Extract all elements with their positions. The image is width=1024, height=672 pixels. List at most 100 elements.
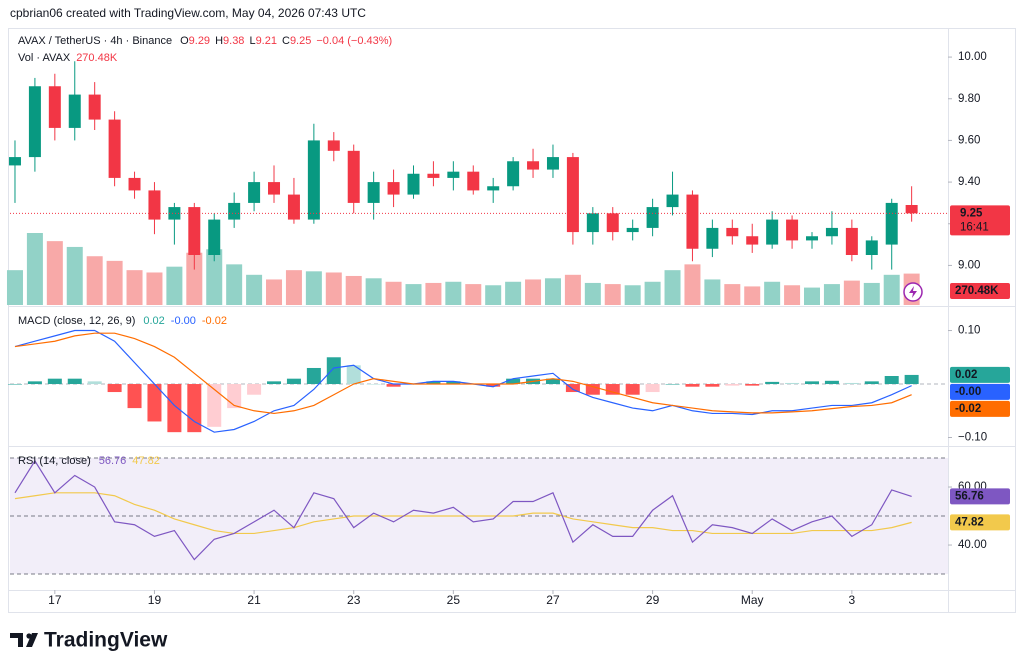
candle-body xyxy=(327,140,340,151)
volume-bar xyxy=(505,281,522,305)
y-tick-label: 9.00 xyxy=(958,259,980,271)
x-tick-label: 19 xyxy=(148,593,162,607)
pane-legend: MACD (close, 12, 26, 9) 0.02 -0.00 -0.02 xyxy=(18,315,227,327)
volume-bar xyxy=(305,271,322,305)
histogram-bar xyxy=(725,384,740,386)
rsi-ma-value: 47.82 xyxy=(132,455,160,467)
ohlc-prefix: C xyxy=(282,35,290,47)
volume-bar xyxy=(226,264,243,305)
candle-body xyxy=(746,236,759,245)
logo-dot xyxy=(26,633,32,639)
volume-bar xyxy=(704,279,721,305)
ohlc-prefix: H xyxy=(215,35,223,47)
volume-value: 270.48K xyxy=(76,52,118,64)
histogram-bar xyxy=(625,384,640,395)
volume-badge-bg xyxy=(950,283,1010,299)
volume-bar xyxy=(285,270,302,305)
histogram-badge-bg xyxy=(950,366,1010,383)
volume-bar xyxy=(46,241,63,305)
histogram-bar xyxy=(605,384,620,395)
volume-bar xyxy=(883,274,900,305)
histogram-bar xyxy=(207,384,222,427)
candle-body xyxy=(606,213,619,233)
histogram-bar xyxy=(446,381,461,385)
brand-name: TradingView xyxy=(44,629,168,652)
rsi-value: 56.76 xyxy=(99,455,127,467)
candle-body xyxy=(487,186,500,191)
volume-bar xyxy=(465,284,482,305)
macd-title: MACD (close, 12, 26, 9) xyxy=(18,315,135,327)
candle-body xyxy=(527,161,540,170)
volume-bar xyxy=(405,284,422,305)
volume-bar xyxy=(186,252,203,305)
volume-bar xyxy=(764,281,781,305)
alert-icon xyxy=(903,282,923,302)
volume-bar xyxy=(106,260,123,305)
histogram-bar xyxy=(565,384,580,393)
histogram-bar xyxy=(366,384,381,385)
volume-title: Vol · AVAX xyxy=(18,52,71,64)
histogram-bar xyxy=(705,384,720,387)
macd-badge-bg xyxy=(950,383,1010,400)
candle-body xyxy=(307,140,320,220)
volume-bar xyxy=(26,233,43,305)
candle-body xyxy=(407,173,420,195)
y-tick-label: −0.10 xyxy=(958,432,987,444)
histogram-bar xyxy=(306,367,321,385)
change-label: −0.04 (−0.43%) xyxy=(316,35,392,47)
volume-bar xyxy=(365,278,382,305)
volume-bar xyxy=(843,280,860,305)
volume-bar xyxy=(544,278,561,305)
histogram-bar xyxy=(326,357,341,385)
histogram-bar xyxy=(844,382,859,385)
rsi-ma-badge-bg xyxy=(950,514,1010,531)
histogram-bar xyxy=(486,384,501,387)
x-tick-label: 23 xyxy=(347,593,361,607)
candle-body xyxy=(347,150,360,203)
candle-body xyxy=(646,207,659,228)
ohlc-value: 9.38 xyxy=(223,35,244,47)
volume-bar xyxy=(66,246,83,305)
volume-bar xyxy=(246,274,263,305)
volume-bar xyxy=(784,285,801,305)
candle-body xyxy=(108,119,121,178)
x-tick-label: 21 xyxy=(247,593,261,607)
signal-badge: -0.02 xyxy=(955,403,981,415)
volume-bar xyxy=(564,274,581,305)
histogram-bar xyxy=(685,384,700,387)
rsi-ma-badge: 47.82 xyxy=(955,516,984,528)
candle-body xyxy=(865,240,878,255)
last-price-badge: 9.25 xyxy=(960,207,983,219)
countdown-badge: 16:41 xyxy=(960,221,989,233)
histogram-bar xyxy=(805,381,820,385)
candle-body xyxy=(825,227,838,237)
volume-bar xyxy=(166,266,183,305)
histogram-bar xyxy=(884,376,899,385)
histogram-bar xyxy=(745,384,760,386)
ohlc-prefix: O xyxy=(180,35,189,47)
volume-badge: 270.48K xyxy=(955,285,999,297)
ohlc-prefix: L xyxy=(249,35,255,47)
histogram-bar xyxy=(167,384,182,433)
credit: cpbrian06 created with TradingView.com, … xyxy=(10,6,366,20)
candle-body xyxy=(168,207,181,220)
rsi-badge: 56.76 xyxy=(955,490,984,502)
candle-body xyxy=(68,94,81,128)
candle-body xyxy=(248,182,261,203)
histogram-bar xyxy=(147,384,162,422)
candle-body xyxy=(268,182,281,195)
x-tick-label: May xyxy=(741,593,764,607)
macd-value: -0.00 xyxy=(171,315,196,327)
volume-bar xyxy=(146,272,163,305)
volume-bar xyxy=(345,275,362,305)
signal-line xyxy=(14,332,912,415)
volume-bar xyxy=(584,282,601,305)
histogram-bar xyxy=(904,374,919,385)
chart-frame xyxy=(8,28,1016,613)
y-tick-label: 9.80 xyxy=(958,93,980,105)
candle-body xyxy=(806,236,819,241)
histogram-bar xyxy=(227,384,242,409)
histogram-bar xyxy=(87,381,102,385)
